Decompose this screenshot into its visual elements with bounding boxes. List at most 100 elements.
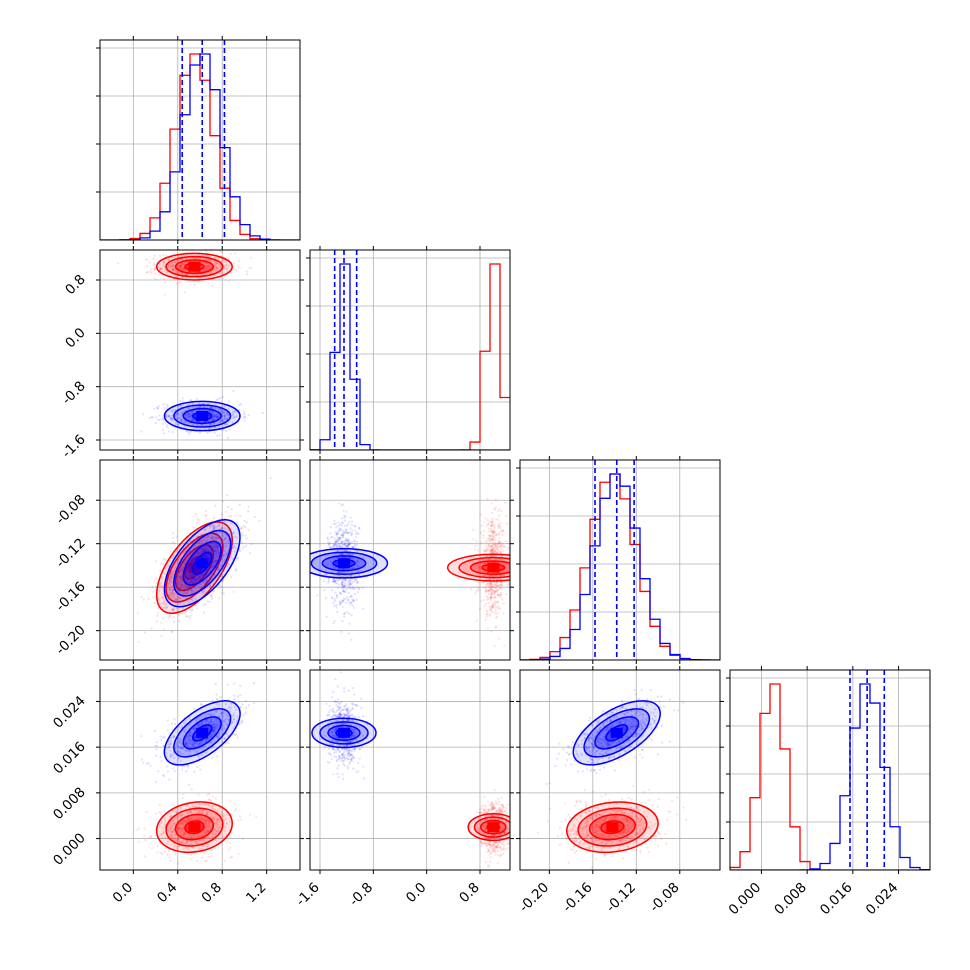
- sample-point: [213, 545, 216, 549]
- sample-point: [340, 534, 344, 537]
- sample-point: [341, 590, 345, 593]
- sample-point: [180, 411, 184, 415]
- sample-point: [220, 814, 223, 817]
- sample-point: [149, 270, 152, 273]
- sample-point: [204, 554, 207, 557]
- sample-point: [233, 545, 236, 548]
- sample-point: [335, 579, 338, 582]
- sample-point: [178, 570, 181, 573]
- sample-point: [193, 254, 196, 257]
- sample-point: [225, 418, 228, 421]
- sample-point: [206, 579, 209, 582]
- sample-point: [494, 583, 497, 586]
- sample-point: [482, 549, 486, 552]
- sample-point: [150, 268, 153, 271]
- sample-point: [223, 550, 226, 553]
- sample-point: [164, 254, 168, 257]
- sample-point: [161, 602, 164, 605]
- sample-point: [174, 423, 178, 426]
- sample-point: [178, 607, 181, 610]
- sample-point: [345, 583, 348, 587]
- sample-point: [222, 592, 225, 595]
- sample-point: [340, 581, 343, 585]
- sample-point: [483, 520, 486, 524]
- sample-point: [185, 430, 189, 433]
- sample-point: [163, 281, 166, 284]
- sample-point: [490, 588, 493, 591]
- sample-point: [196, 423, 199, 426]
- sample-point: [170, 268, 174, 271]
- sample-point: [354, 536, 358, 539]
- sample-point: [336, 539, 340, 542]
- sample-point: [179, 579, 183, 582]
- sample-point: [230, 721, 234, 724]
- sample-point: [350, 561, 353, 564]
- sample-point: [502, 550, 505, 553]
- sample-point: [167, 266, 170, 269]
- sample-point: [342, 531, 345, 534]
- sample-point: [162, 596, 165, 599]
- sample-point: [156, 407, 160, 410]
- sample-point: [203, 853, 206, 856]
- sample-point: [168, 778, 171, 781]
- sample-point: [333, 546, 336, 549]
- sample-point: [485, 544, 488, 547]
- sample-point: [181, 592, 184, 595]
- sample-point: [489, 551, 492, 554]
- sample-point: [329, 526, 332, 529]
- sample-point: [492, 603, 495, 606]
- sample-point: [208, 836, 211, 840]
- sample-point: [338, 545, 341, 548]
- sample-point: [226, 436, 230, 440]
- sample-point: [488, 549, 491, 552]
- sample-point: [178, 264, 181, 267]
- sample-point: [197, 574, 200, 578]
- sample-point: [494, 595, 497, 599]
- sample-point: [490, 585, 493, 588]
- sample-point: [247, 414, 250, 417]
- sample-point: [203, 845, 206, 848]
- sample-point: [221, 815, 225, 818]
- sample-point: [342, 509, 345, 512]
- sample-point: [189, 430, 192, 433]
- sample-point: [217, 422, 220, 425]
- sample-point: [326, 536, 329, 539]
- sample-point: [187, 745, 190, 748]
- sample-point: [216, 415, 219, 418]
- sample-point: [197, 420, 201, 423]
- sample-point: [497, 526, 500, 529]
- sample-point: [217, 809, 220, 812]
- sample-point: [216, 417, 219, 420]
- density-peak: [188, 261, 201, 272]
- sample-point: [231, 532, 234, 535]
- sample-point: [496, 542, 499, 545]
- sample-point: [222, 546, 225, 549]
- sample-point: [217, 531, 220, 535]
- sample-point: [208, 829, 211, 833]
- sample-point: [239, 549, 242, 553]
- sample-point: [220, 810, 223, 813]
- sample-point: [488, 589, 491, 592]
- sample-point: [181, 397, 184, 400]
- sample-point: [488, 585, 491, 588]
- sample-point: [225, 429, 228, 432]
- sample-point: [189, 810, 192, 813]
- sample-point: [341, 540, 344, 543]
- sample-point: [498, 583, 501, 587]
- sample-point: [196, 257, 199, 260]
- sample-point: [180, 814, 183, 817]
- sample-point: [214, 546, 217, 549]
- sample-point: [489, 594, 492, 597]
- sample-point: [224, 826, 227, 829]
- sample-point: [223, 409, 226, 412]
- sample-point: [244, 534, 247, 537]
- sample-point: [230, 508, 233, 511]
- sample-point: [487, 558, 490, 561]
- sample-point: [487, 539, 491, 542]
- sample-point: [172, 842, 175, 845]
- sample-point: [202, 549, 205, 553]
- sample-point: [180, 415, 183, 418]
- sample-point: [195, 406, 198, 409]
- sample-point: [481, 581, 484, 585]
